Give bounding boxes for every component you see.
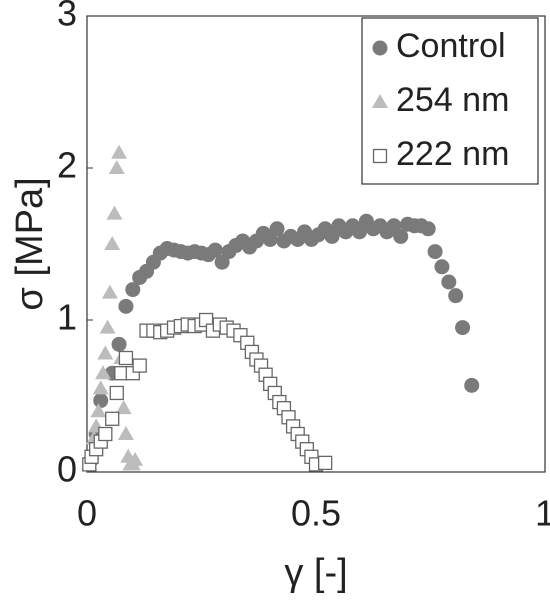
data-point [105, 411, 120, 426]
data-point [92, 380, 109, 395]
data-point [386, 218, 402, 234]
data-point [109, 385, 124, 401]
data-point [269, 221, 285, 237]
x-tick-label: 1 [535, 493, 550, 534]
data-point [420, 221, 436, 237]
y-tick-label: 3 [57, 0, 77, 34]
data-point [118, 298, 134, 314]
data-point [214, 254, 230, 270]
x-axis-label: γ [-] [284, 552, 347, 594]
data-point [427, 244, 443, 260]
y-tick-label: 2 [57, 145, 77, 186]
data-point [106, 205, 123, 220]
data-point [101, 284, 118, 299]
data-point [117, 426, 134, 440]
data-point [318, 455, 333, 471]
data-point [132, 358, 147, 373]
data-point [90, 403, 107, 418]
data-point [108, 160, 125, 174]
data-point [104, 236, 121, 250]
data-point [464, 377, 480, 393]
y-axis-label: σ [MPa] [9, 177, 51, 310]
data-point [393, 228, 409, 244]
data-point [324, 228, 340, 244]
data-point [207, 242, 223, 258]
legend-marker [372, 40, 388, 56]
data-point [352, 224, 368, 240]
legend-marker [372, 148, 388, 164]
y-tick-label: 1 [57, 297, 77, 338]
data-point [95, 365, 112, 380]
data-point [111, 144, 128, 159]
data-point [93, 393, 109, 409]
legend-label: 254 nm [396, 81, 509, 119]
legend-box [361, 17, 539, 185]
data-point [118, 350, 134, 366]
legend-marker [372, 94, 388, 108]
y-tick-label: 0 [57, 449, 77, 490]
data-point [97, 345, 114, 360]
data-point [98, 426, 113, 442]
data-point [127, 451, 144, 466]
data-point [111, 336, 127, 352]
data-point [99, 319, 116, 334]
legend-label: Control [396, 27, 506, 65]
data-point [455, 320, 471, 336]
data-point [125, 282, 141, 298]
data-point [448, 288, 464, 304]
legend-label: 222 nm [396, 135, 509, 173]
x-tick-label: 0.5 [291, 493, 341, 534]
data-point [441, 274, 457, 290]
data-point [115, 400, 132, 415]
data-point [434, 259, 450, 275]
x-tick-label: 0 [77, 493, 97, 534]
data-point [262, 231, 278, 247]
